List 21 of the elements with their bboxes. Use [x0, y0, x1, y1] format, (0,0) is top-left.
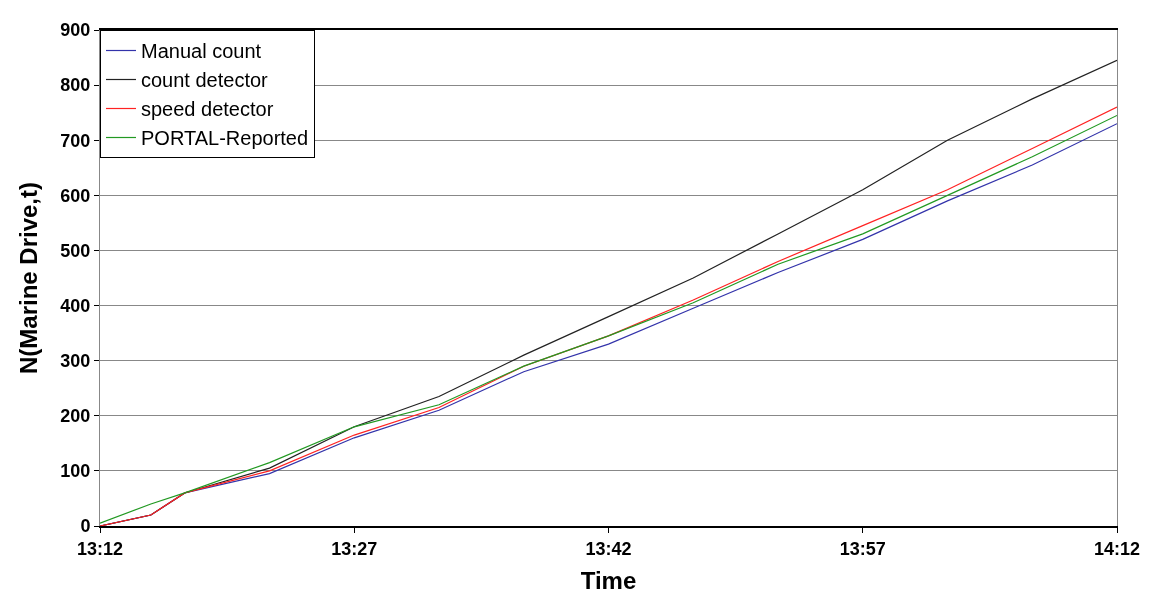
y-axis-title: N(Marine Drive,t) — [15, 181, 43, 375]
x-tick-label: 14:12 — [1093, 538, 1141, 559]
y-tick-label: 700 — [60, 130, 91, 151]
x-tick-label: 13:42 — [585, 538, 632, 559]
y-tick-label: 300 — [60, 350, 91, 371]
x-tick-label: 13:27 — [331, 538, 378, 559]
legend-label: speed detector — [141, 98, 274, 121]
y-tick-label: 400 — [60, 295, 91, 316]
legend-label: Manual count — [141, 40, 262, 63]
x-tick-label: 13:57 — [839, 538, 886, 559]
legend-label: PORTAL-Reported — [141, 127, 309, 150]
x-tick-label: 13:12 — [76, 538, 124, 559]
y-tick-label: 500 — [60, 240, 91, 261]
x-axis-title: Time — [580, 567, 637, 595]
y-tick-label: 600 — [60, 185, 91, 206]
legend-label: count detector — [141, 69, 269, 92]
y-tick-label: 900 — [60, 20, 91, 41]
y-tick-label: 100 — [60, 461, 91, 482]
y-tick-label: 0 — [80, 516, 91, 537]
y-tick-label: 800 — [60, 75, 91, 96]
y-tick-label: 200 — [60, 406, 91, 427]
